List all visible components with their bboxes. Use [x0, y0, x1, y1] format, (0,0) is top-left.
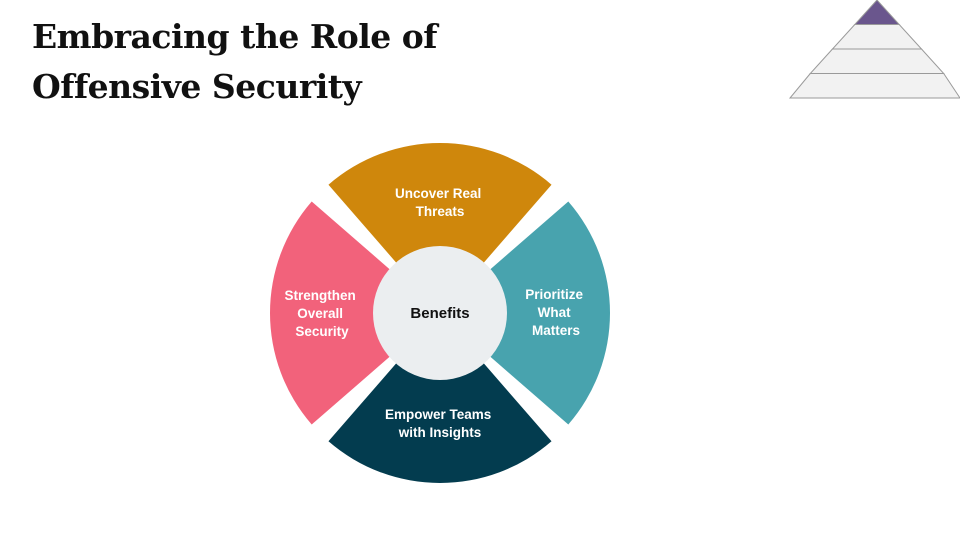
slide-title-line-2: Offensive Security — [32, 67, 362, 106]
pyramid-level-4 — [788, 73, 960, 99]
slide-title: Embracing the Role of Offensive Security — [32, 12, 437, 112]
segment-label-empower-teams: Empower Teams with Insights — [385, 407, 495, 440]
segment-label-line: Threats — [416, 204, 465, 219]
segment-prioritize-what-matters — [486, 201, 610, 425]
hub-label: Benefits — [410, 305, 469, 322]
segment-label-line: with Insights — [398, 425, 482, 440]
segment-label-line: Overall — [297, 306, 343, 321]
segment-label-line: Matters — [532, 323, 580, 338]
segment-label-line: Strengthen — [284, 288, 355, 303]
segment-label-line: Empower Teams — [385, 407, 491, 422]
segment-label-line: Security — [295, 324, 349, 339]
pyramid-icon — [788, 0, 960, 99]
segment-strengthen-security — [270, 201, 394, 425]
segment-label-line: What — [538, 305, 571, 320]
segment-empower-teams — [328, 359, 552, 483]
segment-label-uncover-real-threats: Uncover Real Threats — [395, 186, 485, 219]
segment-label-prioritize-what-matters: Prioritize What Matters — [525, 287, 587, 338]
segment-uncover-real-threats — [328, 143, 552, 267]
segment-label-line: Prioritize — [525, 287, 583, 302]
segment-label-line: Uncover Real — [395, 186, 481, 201]
slide-title-line-1: Embracing the Role of — [32, 17, 437, 56]
segment-label-strengthen-security: Strengthen Overall Security — [284, 288, 359, 339]
hub-circle — [373, 246, 507, 380]
